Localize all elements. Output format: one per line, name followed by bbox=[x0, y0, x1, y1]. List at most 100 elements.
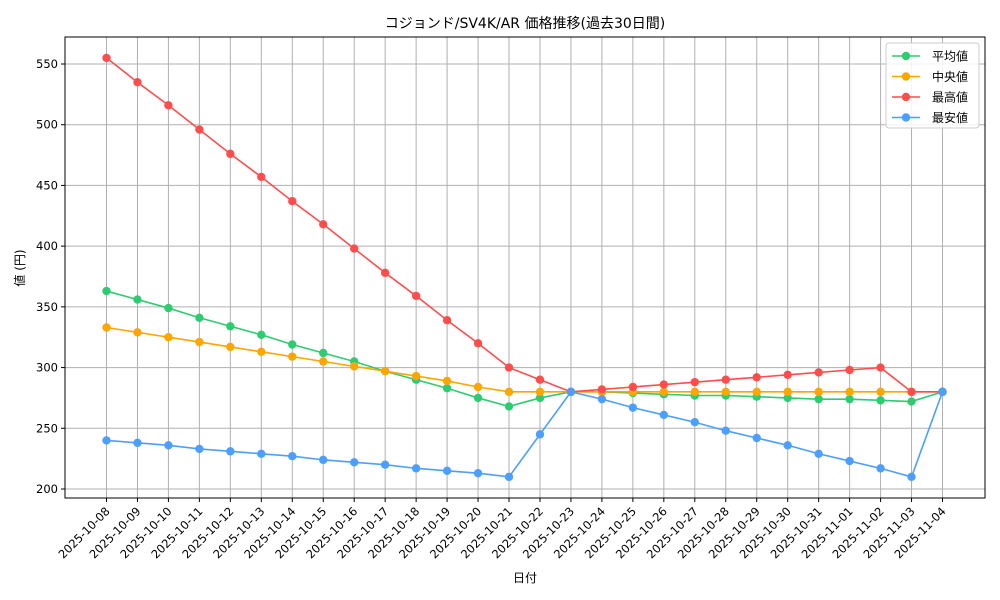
data-point bbox=[752, 387, 761, 397]
data-point bbox=[845, 365, 854, 375]
data-point bbox=[288, 340, 297, 349]
data-point bbox=[350, 362, 359, 371]
data-point bbox=[504, 387, 514, 397]
data-point bbox=[597, 394, 607, 404]
legend-label: 最高値 bbox=[932, 90, 968, 105]
data-point bbox=[319, 220, 328, 229]
data-point bbox=[566, 387, 576, 397]
y-tick-label: 300 bbox=[36, 361, 58, 375]
data-point bbox=[257, 172, 266, 182]
data-point bbox=[659, 387, 669, 397]
data-point bbox=[257, 347, 266, 356]
legend-label: 最安値 bbox=[932, 110, 968, 125]
data-point bbox=[288, 352, 297, 361]
data-point bbox=[195, 337, 204, 347]
data-point bbox=[845, 387, 854, 397]
data-point bbox=[938, 387, 947, 397]
data-point bbox=[102, 286, 111, 296]
plot-frame bbox=[64, 36, 986, 499]
y-tick-label: 250 bbox=[36, 421, 58, 435]
data-point bbox=[257, 330, 266, 339]
data-point bbox=[288, 197, 297, 206]
data-point bbox=[133, 78, 142, 87]
data-point bbox=[473, 469, 483, 478]
data-point bbox=[133, 438, 142, 448]
data-point bbox=[814, 449, 823, 458]
data-point bbox=[907, 472, 916, 482]
data-point bbox=[783, 441, 792, 450]
data-point bbox=[814, 368, 823, 377]
series-line bbox=[102, 387, 947, 482]
series-line bbox=[102, 53, 947, 397]
data-point bbox=[783, 393, 792, 403]
data-point bbox=[164, 101, 173, 110]
data-point bbox=[164, 303, 173, 313]
data-point bbox=[721, 375, 730, 384]
data-point bbox=[504, 402, 514, 411]
data-series bbox=[102, 53, 947, 482]
grid-lines bbox=[65, 37, 985, 498]
data-point bbox=[690, 387, 699, 397]
data-point bbox=[876, 464, 885, 473]
data-point bbox=[319, 455, 328, 465]
data-point bbox=[380, 367, 390, 376]
data-point bbox=[195, 125, 204, 134]
data-point bbox=[721, 426, 730, 435]
legend-label: 平均値 bbox=[932, 49, 968, 64]
data-point bbox=[876, 363, 885, 372]
data-point bbox=[319, 348, 328, 358]
data-point bbox=[226, 447, 235, 456]
data-point bbox=[535, 387, 545, 397]
data-point bbox=[164, 333, 173, 342]
chart-title: コジョンド/SV4K/AR 価格推移(過去30日間) bbox=[385, 16, 665, 32]
data-point bbox=[102, 436, 111, 445]
data-point bbox=[721, 387, 730, 397]
data-point bbox=[473, 339, 483, 348]
legend-label: 中央値 bbox=[932, 69, 968, 84]
data-point bbox=[628, 403, 638, 412]
data-point bbox=[102, 323, 111, 332]
data-point bbox=[411, 464, 421, 473]
data-point bbox=[783, 370, 792, 380]
y-tick-label: 450 bbox=[36, 178, 58, 192]
data-point bbox=[473, 382, 483, 392]
x-axis-ticks: 2025-10-082025-10-092025-10-102025-10-11… bbox=[55, 498, 949, 561]
y-tick-label: 550 bbox=[36, 57, 58, 71]
data-point bbox=[195, 313, 204, 322]
legend-item: 平均値 bbox=[892, 49, 968, 64]
data-point bbox=[535, 375, 545, 384]
data-point bbox=[257, 449, 266, 458]
y-tick-label: 200 bbox=[36, 482, 58, 496]
data-point bbox=[226, 149, 235, 159]
data-point bbox=[442, 466, 452, 475]
data-point bbox=[504, 363, 514, 372]
data-point bbox=[907, 397, 916, 406]
data-point bbox=[814, 387, 823, 397]
data-point bbox=[133, 295, 142, 304]
data-point bbox=[845, 456, 854, 466]
data-point bbox=[814, 394, 823, 404]
data-point bbox=[690, 377, 699, 387]
data-point bbox=[380, 268, 390, 278]
data-point bbox=[411, 291, 421, 301]
data-point bbox=[504, 472, 514, 482]
data-point bbox=[752, 433, 761, 443]
series-line bbox=[102, 323, 947, 397]
data-point bbox=[597, 385, 607, 394]
data-point bbox=[752, 373, 761, 382]
data-point bbox=[535, 393, 545, 403]
x-axis-label: 日付 bbox=[513, 571, 537, 585]
data-point bbox=[102, 53, 111, 63]
data-point bbox=[288, 452, 297, 461]
data-point bbox=[350, 244, 359, 253]
data-point bbox=[783, 387, 792, 397]
data-point bbox=[226, 322, 235, 331]
data-point bbox=[442, 376, 452, 386]
y-tick-label: 400 bbox=[36, 239, 58, 253]
data-point bbox=[690, 418, 699, 427]
data-point bbox=[133, 328, 142, 337]
data-point bbox=[226, 342, 235, 352]
legend-item: 最高値 bbox=[892, 90, 968, 105]
data-point bbox=[319, 357, 328, 366]
